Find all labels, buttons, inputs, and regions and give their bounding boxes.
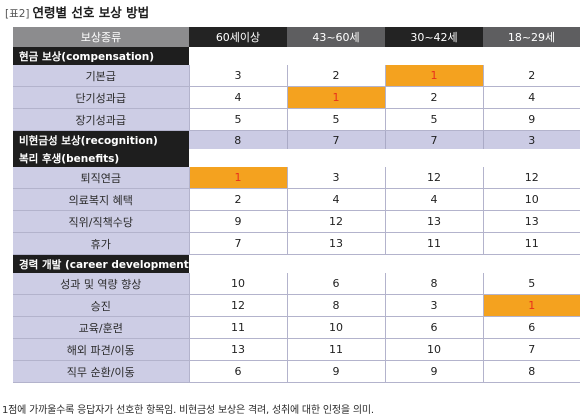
row-label: 성과 및 역량 향상 (13, 273, 190, 295)
cell-value: 10 (189, 273, 288, 295)
table-row: 의료복지 혜택 2 4 4 10 (13, 188, 580, 211)
cell-value: 8 (483, 360, 580, 383)
cell-value-highlight: 1 (483, 294, 580, 317)
cell-value: 12 (189, 294, 288, 317)
header-col-60plus: 60세이상 (189, 27, 287, 47)
cell-value: 5 (189, 108, 288, 131)
cell-value: 4 (385, 188, 484, 211)
table-row: 퇴직연금 1 3 12 12 (13, 167, 580, 189)
reward-preference-table: 보상종류 60세이상 43~60세 30~42세 18~29세 현금 보상(co… (13, 27, 580, 383)
cell-value: 2 (385, 86, 484, 109)
table-row: 직위/직책수당 9 12 13 13 (13, 210, 580, 233)
cell-value: 11 (385, 232, 484, 255)
cell-value: 9 (287, 360, 386, 383)
cell-value: 9 (385, 360, 484, 383)
cell-value: 5 (287, 108, 386, 131)
section-row: 경력 개발 (career development) (13, 254, 580, 273)
cell-value: 9 (189, 210, 288, 233)
row-label: 해외 파견/이동 (13, 338, 190, 361)
cell-value: 13 (189, 338, 288, 361)
cell-value: 12 (483, 167, 580, 189)
footnote: 1점에 가까울수록 응답자가 선호한 항목임. 비현금성 보상은 격려, 성취에… (2, 405, 374, 416)
cell-value: 12 (287, 210, 386, 233)
cell-value: 5 (385, 108, 484, 131)
cell-value: 10 (385, 338, 484, 361)
cell-value: 3 (189, 65, 288, 87)
cell-value: 10 (287, 316, 386, 339)
cell-value: 11 (287, 338, 386, 361)
cell-value: 7 (189, 232, 288, 255)
table-title: 연령별 선호 보상 방법 (32, 5, 150, 20)
header-row: 보상종류 60세이상 43~60세 30~42세 18~29세 (13, 27, 580, 47)
cell-value: 7 (385, 130, 484, 149)
section-benefits: 복리 후생(benefits) (13, 149, 189, 167)
cell-value: 3 (287, 167, 386, 189)
table-row: 해외 파견/이동 13 11 10 7 (13, 338, 580, 361)
cell-value: 6 (287, 273, 386, 295)
cell-value: 2 (287, 65, 386, 87)
cell-value: 8 (287, 294, 386, 317)
section-recognition: 비현금성 보상(recognition) (13, 130, 189, 149)
cell-value-highlight: 1 (287, 86, 386, 109)
cell-value: 9 (483, 108, 580, 131)
row-label: 직무 순환/이동 (13, 360, 190, 383)
row-label: 승진 (13, 294, 190, 317)
cell-value: 6 (385, 316, 484, 339)
section-compensation: 현금 보상(compensation) (13, 47, 189, 65)
header-col-43-60: 43~60세 (287, 27, 385, 47)
cell-value: 6 (189, 360, 288, 383)
row-label: 교육/훈련 (13, 316, 190, 339)
section-row: 비현금성 보상(recognition) 8 7 7 3 (13, 130, 580, 149)
cell-value: 10 (483, 188, 580, 211)
row-label: 단기성과급 (13, 86, 190, 109)
table-tag: [표2] (5, 8, 30, 20)
cell-value: 6 (483, 316, 580, 339)
cell-value-highlight: 1 (189, 167, 288, 189)
row-label: 직위/직책수당 (13, 210, 190, 233)
table-row: 교육/훈련 11 10 6 6 (13, 316, 580, 339)
cell-value: 3 (385, 294, 484, 317)
section-row: 복리 후생(benefits) (13, 149, 580, 167)
table-caption: [표2] 연령별 선호 보상 방법 (5, 4, 149, 22)
table-row: 휴가 7 13 11 11 (13, 232, 580, 255)
cell-value: 7 (483, 338, 580, 361)
section-career-development: 경력 개발 (career development) (13, 254, 189, 273)
cell-value: 8 (189, 130, 288, 149)
header-col-30-42: 30~42세 (385, 27, 483, 47)
cell-value: 8 (385, 273, 484, 295)
header-category: 보상종류 (13, 27, 189, 47)
row-label: 장기성과급 (13, 108, 190, 131)
row-label: 휴가 (13, 232, 190, 255)
cell-value: 5 (483, 273, 580, 295)
table-row: 승진 12 8 3 1 (13, 294, 580, 317)
cell-value: 11 (483, 232, 580, 255)
cell-value: 13 (385, 210, 484, 233)
cell-value: 2 (483, 65, 580, 87)
row-label: 기본급 (13, 65, 190, 87)
header-col-18-29: 18~29세 (483, 27, 580, 47)
cell-value: 12 (385, 167, 484, 189)
row-label: 퇴직연금 (13, 167, 190, 189)
section-row: 현금 보상(compensation) (13, 47, 580, 65)
cell-value: 4 (189, 86, 288, 109)
cell-value: 7 (287, 130, 386, 149)
table-row: 직무 순환/이동 6 9 9 8 (13, 360, 580, 383)
cell-value-highlight: 1 (385, 65, 484, 87)
table-row: 성과 및 역량 향상 10 6 8 5 (13, 273, 580, 295)
cell-value: 13 (483, 210, 580, 233)
cell-value: 4 (287, 188, 386, 211)
table-row: 단기성과급 4 1 2 4 (13, 86, 580, 109)
table-row: 기본급 3 2 1 2 (13, 65, 580, 87)
cell-value: 2 (189, 188, 288, 211)
cell-value: 11 (189, 316, 288, 339)
table-row: 장기성과급 5 5 5 9 (13, 108, 580, 131)
row-label: 의료복지 혜택 (13, 188, 190, 211)
cell-value: 4 (483, 86, 580, 109)
cell-value: 3 (483, 130, 580, 149)
cell-value: 13 (287, 232, 386, 255)
